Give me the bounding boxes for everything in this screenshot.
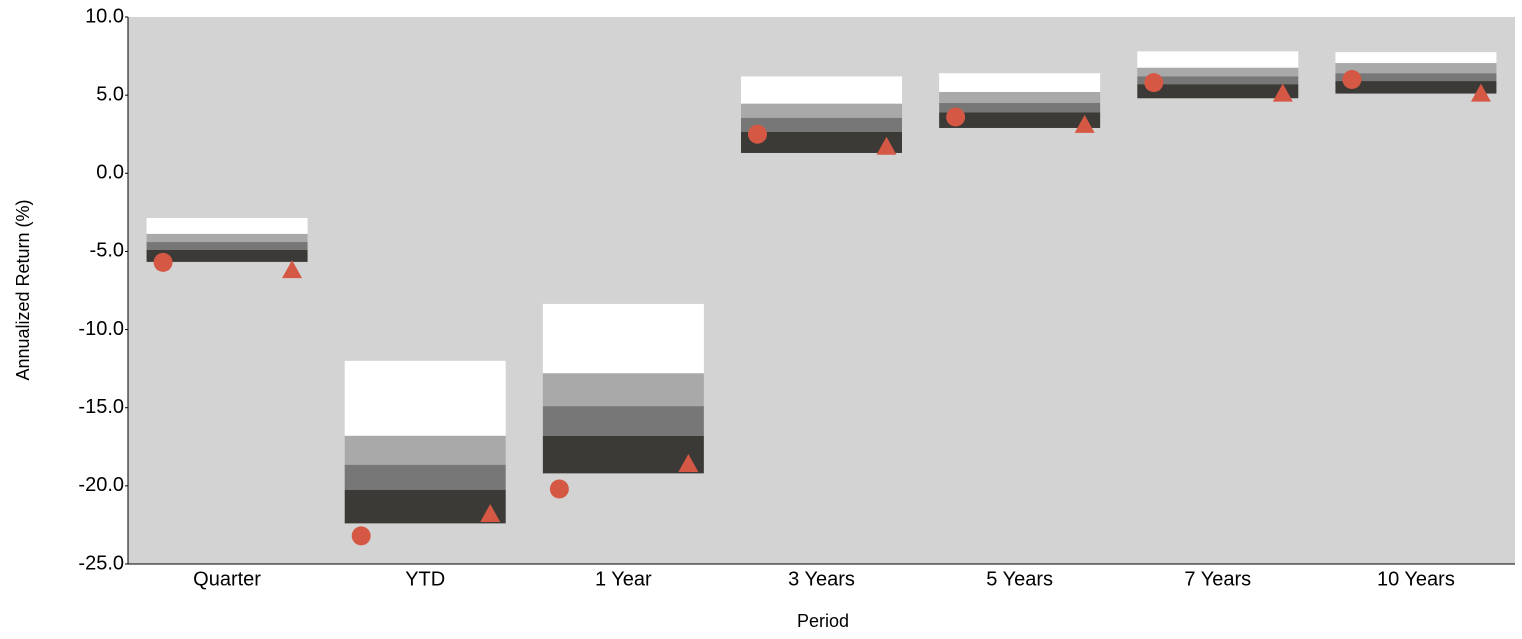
x-axis-title: Period (797, 611, 849, 631)
triangle-marker (1074, 114, 1095, 133)
circle-marker (748, 124, 767, 144)
x-tick-label: 5 Years (986, 568, 1053, 590)
range-segment (741, 76, 902, 104)
range-segment (939, 112, 1101, 128)
circle-marker (1342, 70, 1362, 90)
range-segment (1137, 51, 1299, 68)
range-segment (146, 233, 308, 243)
x-tick-label: 10 Years (1377, 568, 1455, 590)
range-segment (1335, 52, 1497, 64)
triangle-marker (678, 453, 699, 472)
range-segment (741, 103, 902, 118)
y-tick-label: -20.0 (78, 474, 124, 496)
range-segment (344, 489, 506, 524)
x-tick-label: YTD (405, 568, 445, 590)
triangle-marker (1272, 83, 1293, 102)
range-segment (344, 360, 506, 436)
range-segment (542, 303, 704, 374)
x-tick-label: 3 Years (788, 568, 855, 590)
triangle-marker (876, 136, 897, 155)
range-segment (344, 435, 506, 465)
y-axis-title: Annualized Return (%) (13, 199, 33, 380)
range-segment (542, 406, 704, 436)
range-segment (1335, 73, 1497, 82)
y-tick-label: 0.0 (96, 162, 124, 184)
y-tick-label: -10.0 (78, 318, 124, 340)
circle-marker (549, 479, 569, 499)
range-segment (1335, 63, 1497, 74)
range-segment (741, 131, 902, 153)
range-segment (1137, 67, 1299, 77)
circle-marker (1144, 73, 1164, 93)
range-segment (542, 373, 704, 407)
x-tick-label: 1 Year (595, 568, 652, 590)
circle-marker (351, 526, 371, 546)
y-tick-label: 5.0 (96, 83, 124, 105)
triangle-marker (1470, 83, 1491, 102)
y-tick-label: -15.0 (78, 396, 124, 418)
range-segment (939, 73, 1101, 93)
x-tick-label: 7 Years (1184, 568, 1251, 590)
triangle-marker (282, 260, 303, 279)
range-segment (1137, 84, 1299, 99)
range-segment (146, 249, 308, 262)
range-segment (1335, 81, 1497, 94)
range-segment (939, 102, 1101, 113)
triangle-marker (480, 503, 501, 522)
range-segment (146, 217, 308, 234)
x-tick-label: Quarter (193, 568, 261, 590)
circle-marker (153, 252, 173, 272)
y-tick-label: 10.0 (85, 5, 124, 27)
y-tick-label: -5.0 (90, 240, 124, 262)
range-segment (542, 435, 704, 474)
range-segment (344, 464, 506, 490)
range-segment (1137, 76, 1299, 85)
range-segment (939, 92, 1101, 103)
range-segment (741, 117, 902, 132)
range-segment (146, 242, 308, 250)
circle-marker (946, 107, 966, 127)
y-tick-label: -25.0 (78, 552, 124, 574)
